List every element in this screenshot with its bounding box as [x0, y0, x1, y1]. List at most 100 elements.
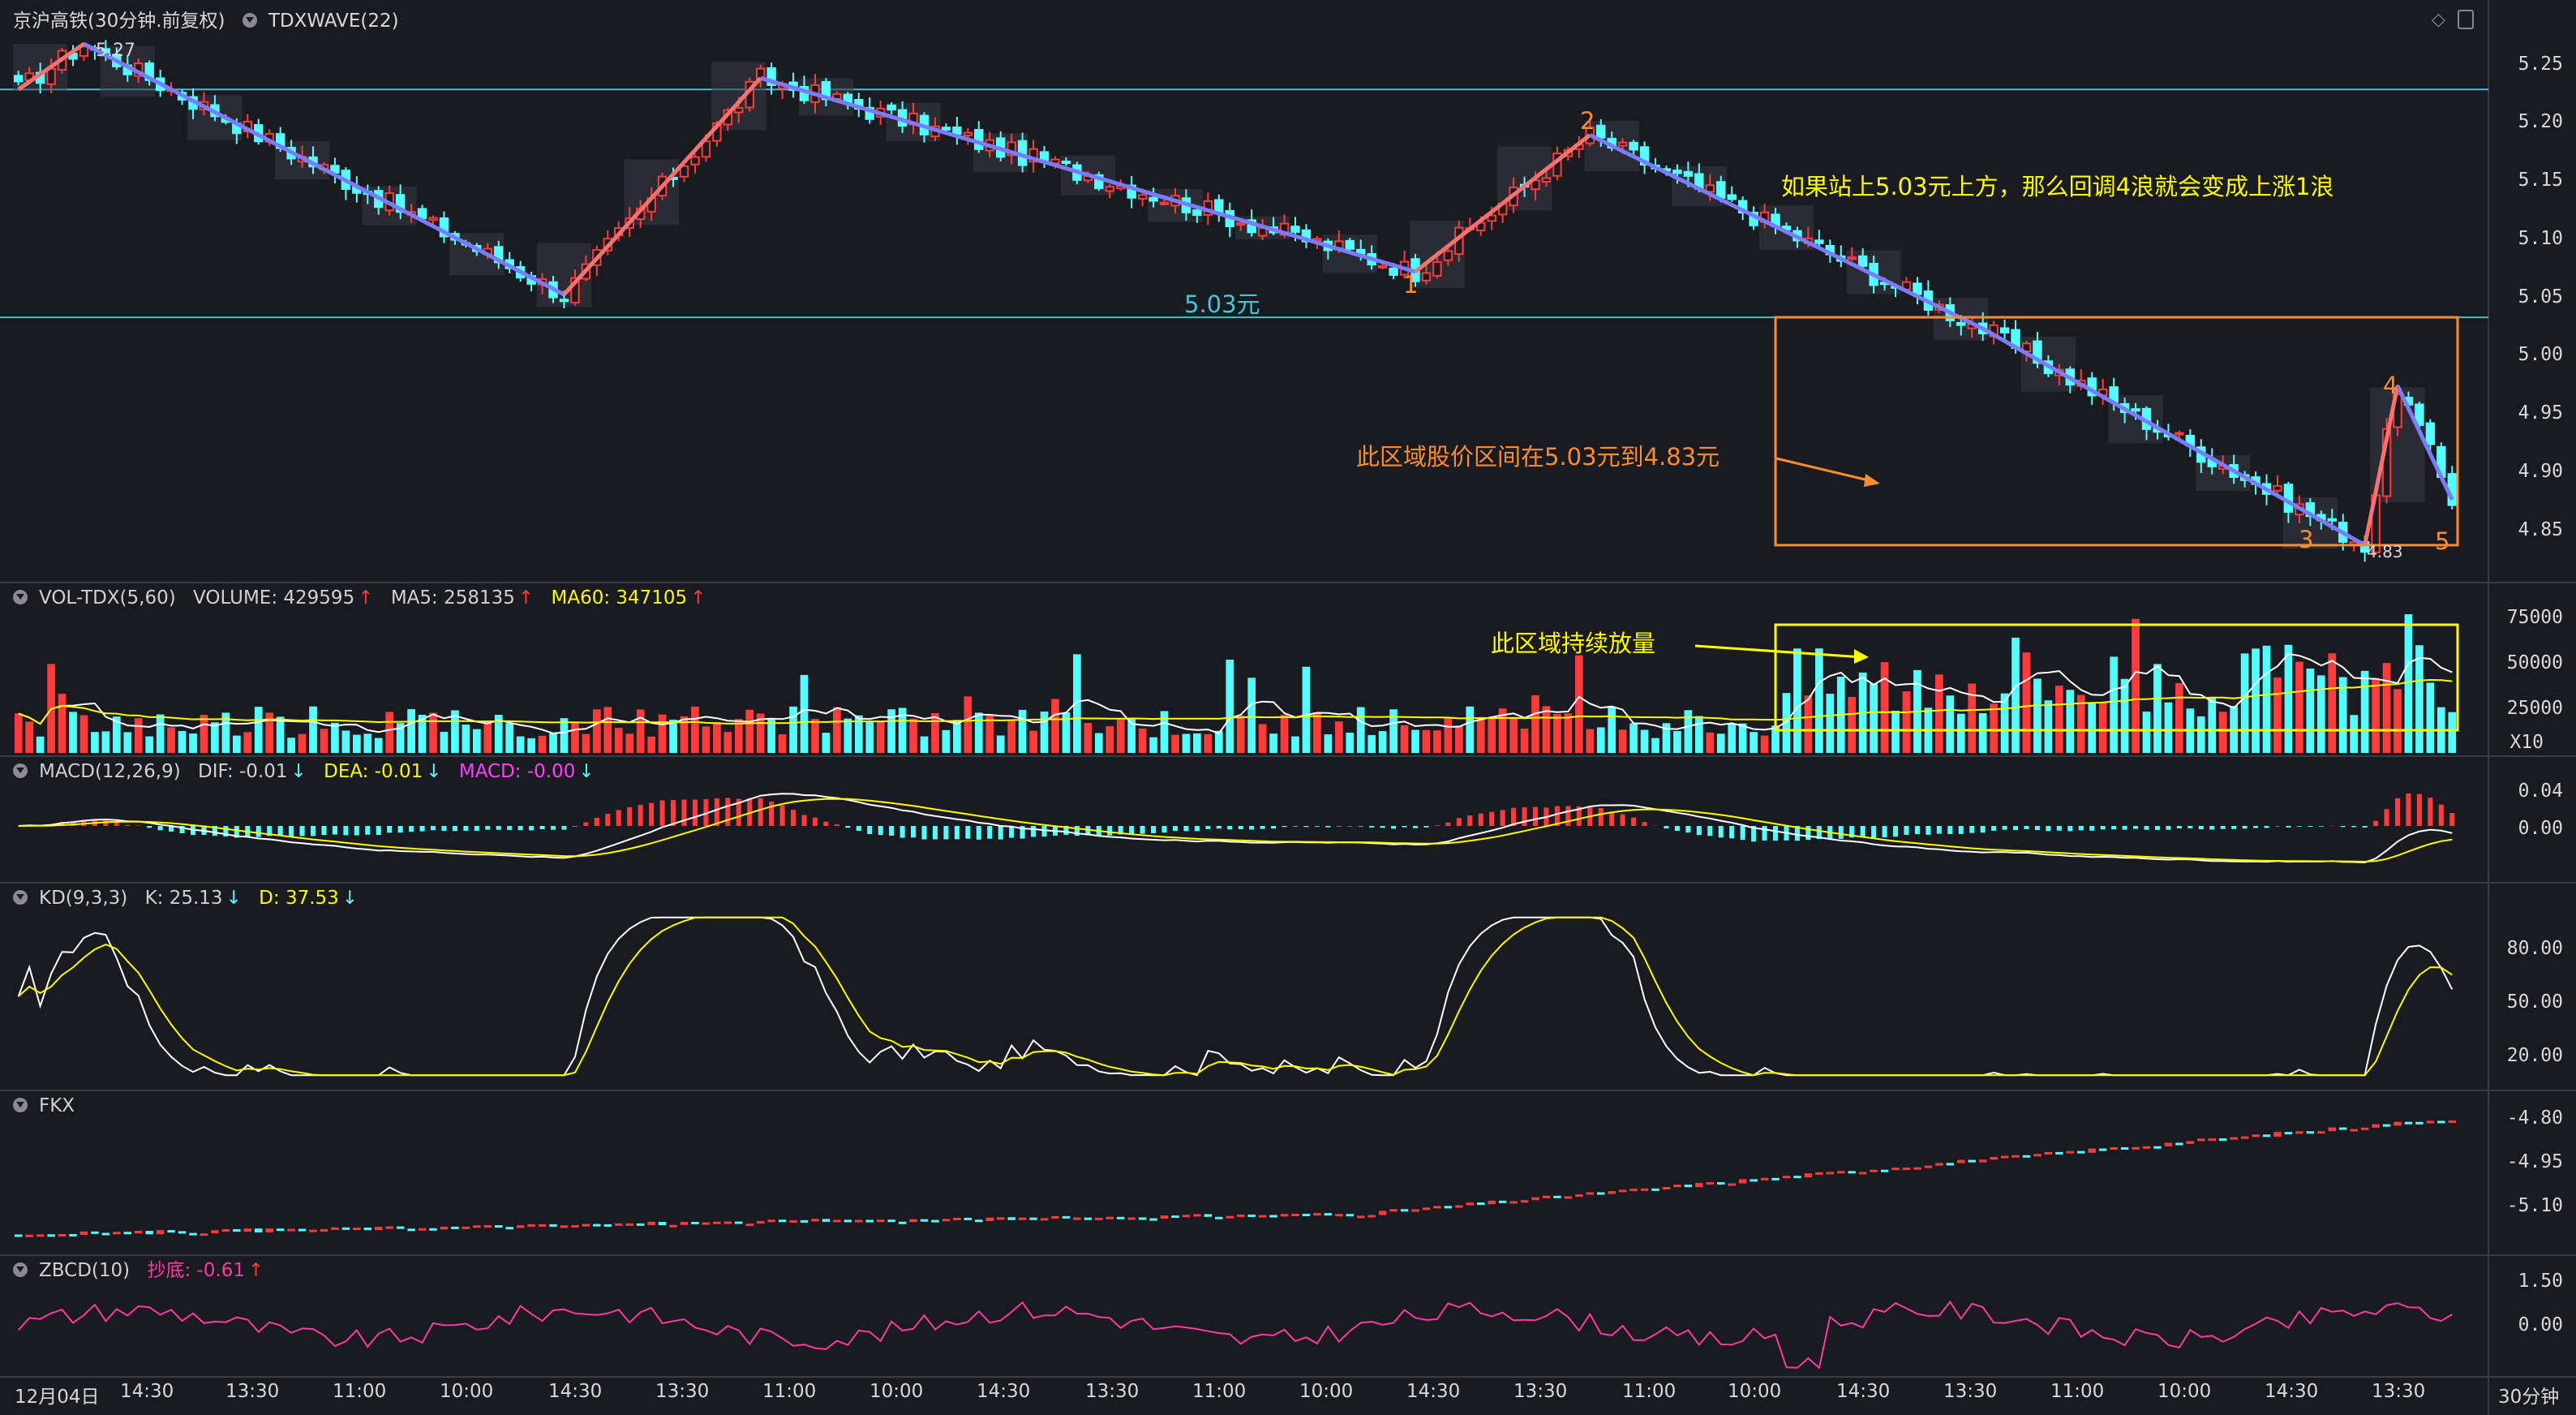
fkx-candle: [287, 1228, 295, 1232]
fkx-candle: [407, 1228, 415, 1232]
fkx-candle: [582, 1224, 590, 1227]
settings-toggle-icon[interactable]: [13, 589, 28, 604]
volume-bar: [571, 723, 579, 753]
window-toggle-icon[interactable]: [2458, 10, 2474, 29]
kd-header: KD(9,3,3) K: 25.13 ↓ D: 37.53 ↓: [13, 887, 369, 910]
label-wave3: 3: [2299, 526, 2314, 553]
wave-segment: [1414, 133, 1591, 273]
volume-bar: [1815, 648, 1823, 753]
macd-name[interactable]: MACD(12,26,9): [39, 761, 181, 782]
stock-title[interactable]: 京沪高铁(30分钟.前复权): [13, 11, 225, 32]
settings-toggle-icon[interactable]: [13, 763, 28, 778]
fkx-candle: [2000, 1155, 2009, 1159]
fkx-panel[interactable]: [15, 1120, 2456, 1237]
fkx-candle: [1793, 1176, 1801, 1179]
fkx-candle: [745, 1224, 753, 1227]
fkx-candle: [1608, 1191, 1616, 1194]
fkx-candle: [58, 1233, 67, 1237]
period-label[interactable]: 30分钟: [2498, 1387, 2560, 1408]
settings-toggle-icon[interactable]: [242, 12, 257, 28]
fkx-candle: [1477, 1202, 1485, 1206]
fkx-candle: [1029, 1217, 1037, 1220]
down-arrow-icon: ↓: [578, 761, 595, 782]
time-label: 14:30: [548, 1381, 603, 1402]
fkx-candle: [15, 1234, 23, 1237]
fkx-candle: [800, 1219, 809, 1223]
fkx-candle: [1826, 1172, 1835, 1175]
wave-segment: [759, 75, 1416, 274]
kd-name[interactable]: KD(9,3,3): [39, 888, 128, 909]
candle-body: [734, 106, 744, 114]
macd-panel[interactable]: [18, 793, 2455, 864]
volume-bar: [101, 731, 110, 753]
fkx-candle: [844, 1219, 852, 1223]
settings-toggle-icon[interactable]: [13, 1097, 28, 1112]
volume-bar: [1771, 725, 1780, 753]
candle-body: [1007, 141, 1016, 157]
fkx-candle: [2011, 1155, 2020, 1158]
fkx-candle: [1193, 1214, 1201, 1217]
volume-bar: [647, 736, 655, 753]
volume-bar: [2196, 716, 2205, 753]
wave-indicator-name[interactable]: TDXWAVE(22): [268, 11, 399, 32]
fkx-candle: [1084, 1217, 1093, 1220]
fkx-candle: [1935, 1163, 1943, 1166]
vol-volume: VOLUME: 429595: [193, 587, 355, 609]
volume-bar: [680, 716, 689, 753]
fkx-candle: [36, 1234, 45, 1237]
fkx-candle: [1629, 1189, 1638, 1192]
fkx-candle: [2415, 1121, 2424, 1125]
settings-toggle-icon[interactable]: [13, 889, 28, 905]
wave-segment: [17, 41, 85, 92]
fkx-candle: [1717, 1182, 1725, 1185]
price-panel[interactable]: [0, 40, 2488, 562]
candle-body: [1421, 272, 1432, 282]
volume-bar: [909, 718, 917, 753]
settings-toggle-icon[interactable]: [13, 1262, 28, 1277]
diamond-icon[interactable]: ◇: [2432, 10, 2445, 30]
volume-bar: [1706, 732, 1715, 753]
volume-bar: [920, 736, 929, 753]
fkx-candle: [1400, 1209, 1409, 1212]
fkx-candle: [2033, 1154, 2041, 1157]
fkx-candle: [1007, 1217, 1015, 1220]
volume-bar: [145, 736, 154, 753]
volume-bar: [778, 734, 787, 753]
volume-bar: [320, 729, 328, 753]
fkx-name[interactable]: FKX: [39, 1095, 75, 1116]
volume-bar: [1040, 711, 1049, 753]
volume-arrow-head: [1854, 649, 1869, 664]
fkx-candle: [1858, 1172, 1867, 1175]
volume-bar: [2132, 618, 2140, 753]
volume-panel[interactable]: [14, 614, 2459, 753]
wave-segment: [562, 76, 762, 296]
volume-bar: [2076, 695, 2085, 753]
fkx-candle: [691, 1221, 699, 1224]
fkx-candle: [1509, 1201, 1518, 1204]
fkx-candle: [625, 1223, 633, 1226]
fkx-candle: [495, 1225, 503, 1228]
volume-bar: [2164, 702, 2173, 753]
price-tick: 5.00: [2518, 344, 2563, 365]
macd-header: MACD(12,26,9) DIF: -0.01 ↓ DEA: -0.01 ↓ MA…: [13, 760, 606, 783]
zbcd-panel[interactable]: [17, 1300, 2453, 1370]
label-wave4: 4: [2383, 372, 2398, 399]
kd-panel[interactable]: [17, 916, 2454, 1077]
volume-bar: [865, 720, 874, 753]
fkx-candle: [1924, 1165, 1933, 1168]
fkx-candle: [2230, 1137, 2238, 1140]
candle-body: [79, 45, 89, 58]
fkx-candle: [123, 1232, 131, 1235]
volume-bar: [2262, 645, 2271, 753]
vol-name[interactable]: VOL-TDX(5,60): [39, 587, 176, 609]
time-label: 14:30: [977, 1381, 1031, 1402]
volume-bar: [2208, 697, 2217, 753]
volume-bar: [2316, 675, 2325, 753]
up-arrow-icon: ↑: [517, 587, 535, 609]
fkx-candle: [79, 1231, 88, 1235]
volume-bar: [1073, 654, 1081, 753]
price-tick: 4.90: [2518, 461, 2563, 482]
zbcd-name[interactable]: ZBCD(10): [39, 1260, 131, 1281]
fkx-candle: [178, 1231, 187, 1234]
